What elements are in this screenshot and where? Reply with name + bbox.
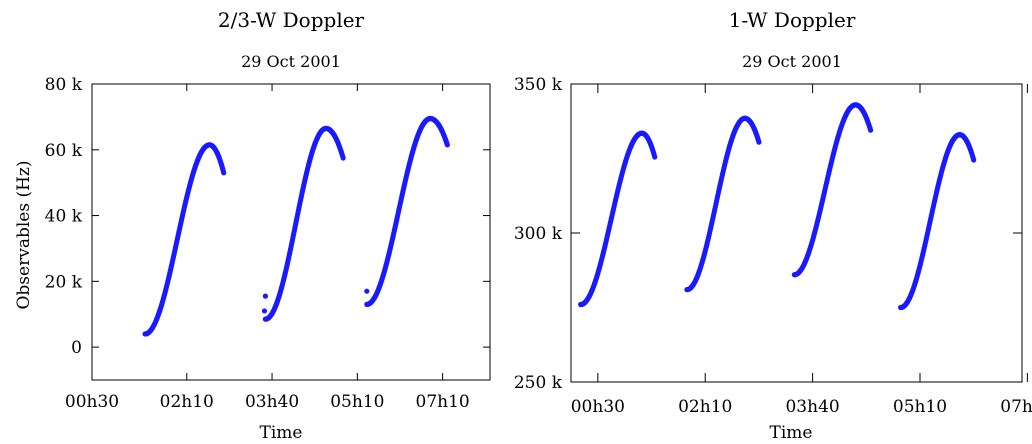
x-tick-label: 05h10 <box>330 392 384 412</box>
y-tick-label: 80 k <box>45 75 83 95</box>
chart-1-w-doppler: 1-W Doppler 29 Oct 2001 Time 00h30 02h10 0… <box>514 8 1032 443</box>
chart-subtitle: 29 Oct 2001 <box>742 52 842 71</box>
data-point <box>652 154 658 160</box>
data-point <box>867 127 874 133</box>
data-point <box>971 157 977 163</box>
y-tick-label: 350 k <box>514 75 563 95</box>
x-tick-label: 02h10 <box>160 392 214 412</box>
x-tick-label: 00h30 <box>65 392 119 412</box>
x-tick-label: 00h30 <box>571 397 625 417</box>
y-axis-label: Observables (Hz) <box>14 160 34 309</box>
data-point <box>340 155 346 161</box>
data-points <box>142 115 450 337</box>
x-tick-label: 02h10 <box>678 397 732 417</box>
x-axis-label: Time <box>260 423 303 443</box>
x-axis-label: Time <box>770 423 813 443</box>
y-tick-label: 250 k <box>514 373 563 393</box>
chart-subtitle: 29 Oct 2001 <box>241 52 341 71</box>
x-tick-label: 07h10 <box>1000 397 1032 417</box>
y-tick-label: 40 k <box>45 207 83 227</box>
y-tick-label: 300 k <box>514 224 563 244</box>
chart-2-3-w-doppler: 2/3-W Doppler 29 Oct 2001 Time Observabl… <box>14 8 491 443</box>
y-tick-label: 20 k <box>45 272 83 292</box>
x-tick-label: 07h10 <box>416 392 470 412</box>
chart-title: 2/3-W Doppler <box>218 8 365 32</box>
plot-frame <box>570 83 1023 383</box>
y-tick-label: 0 <box>71 338 82 358</box>
y-tick-label: 60 k <box>45 141 83 161</box>
axis-ticks: 00h30 02h10 03h40 05h10 07h10 0 20 k 40 k 60 k 80… <box>45 75 490 412</box>
axis-ticks: 00h30 02h10 03h40 05h10 07h10 250 k 300 k 350 k <box>514 75 1032 417</box>
data-points <box>578 102 977 311</box>
data-point <box>756 139 762 145</box>
x-tick-label: 03h40 <box>245 392 299 412</box>
outlier-point <box>364 288 370 294</box>
chart-title: 1-W Doppler <box>729 8 856 32</box>
plot-frame <box>91 83 491 381</box>
data-point <box>221 170 227 176</box>
x-tick-label: 03h40 <box>785 397 839 417</box>
outlier-point <box>262 293 269 299</box>
outlier-point <box>261 308 268 314</box>
data-point <box>444 142 450 148</box>
x-tick-label: 05h10 <box>893 397 947 417</box>
